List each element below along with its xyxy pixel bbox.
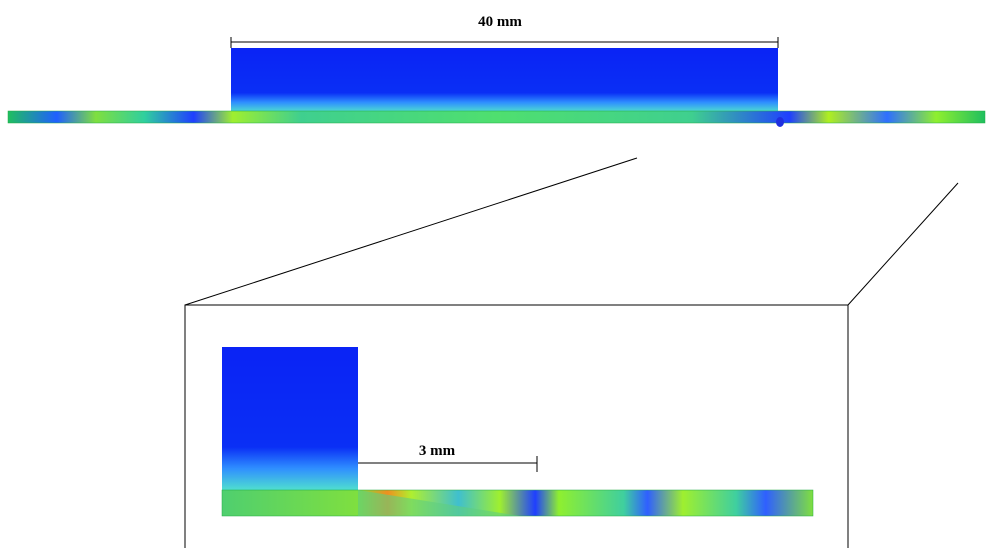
zoom-block bbox=[222, 347, 358, 490]
zoom-line bbox=[847, 182, 959, 306]
dimension-label: 3 mm bbox=[419, 443, 456, 459]
zoom-box bbox=[184, 304, 849, 548]
base-strip bbox=[7, 110, 986, 124]
zoom-fillet bbox=[358, 490, 520, 516]
dimension-label: 40 mm bbox=[478, 14, 522, 30]
upper-block bbox=[231, 48, 778, 112]
zoom-line bbox=[184, 157, 638, 306]
zoom-strip bbox=[221, 489, 814, 517]
stress-spot bbox=[776, 117, 784, 127]
